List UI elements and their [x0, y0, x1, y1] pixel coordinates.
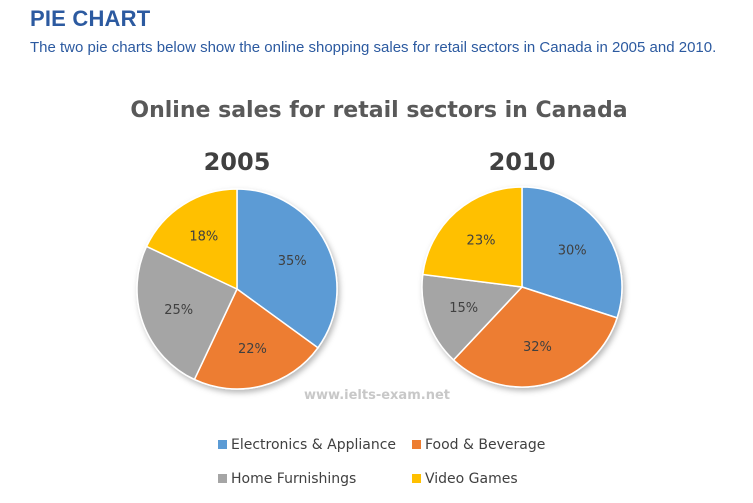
legend-label-2: Home Furnishings	[231, 471, 356, 487]
slice-label-2010-0: 30%	[558, 244, 587, 259]
legend-swatch-3	[412, 474, 421, 483]
legend-swatch-2	[218, 474, 227, 483]
legend-swatch-0	[218, 440, 227, 449]
slice-label-2010-3: 23%	[467, 234, 496, 249]
pie-slice-2010-video-games	[421, 186, 523, 288]
pie-title-2005: 2005	[204, 148, 271, 176]
slice-label-2010-1: 32%	[523, 340, 552, 355]
legend-label-1: Food & Beverage	[425, 437, 545, 453]
chart-title: Online sales for retail sectors in Canad…	[130, 98, 627, 123]
pie-slice-2010-electronics-appliance	[521, 186, 623, 319]
slice-label-2005-0: 35%	[278, 254, 307, 269]
page-heading: PIE CHART	[30, 6, 151, 31]
pie-slice-2010-home-furnishings	[421, 273, 524, 361]
legend-swatch-1	[412, 440, 421, 449]
pie-2010	[421, 186, 623, 388]
slice-label-2005-2: 25%	[164, 303, 193, 318]
slice-label-2005-3: 18%	[189, 230, 218, 245]
pie-slice-2005-video-games	[145, 188, 238, 291]
slice-label-2010-2: 15%	[449, 301, 478, 316]
watermark-text: www.ielts-exam.net	[304, 388, 450, 403]
legend-label-0: Electronics & Appliance	[231, 437, 396, 453]
pie-slice-2005-electronics-appliance	[236, 188, 338, 349]
pie-slice-2010-food-beverage	[452, 286, 619, 388]
legend-label-3: Video Games	[425, 471, 518, 487]
pie-title-2010: 2010	[489, 148, 556, 176]
slice-label-2005-1: 22%	[238, 342, 267, 357]
intro-text: The two pie charts below show the online…	[30, 39, 717, 56]
chart-legend: Electronics & Appliance Food & Beverage Ho…	[218, 437, 545, 487]
pie-slice-2005-home-furnishings	[136, 245, 238, 381]
pie-2005	[136, 188, 338, 390]
